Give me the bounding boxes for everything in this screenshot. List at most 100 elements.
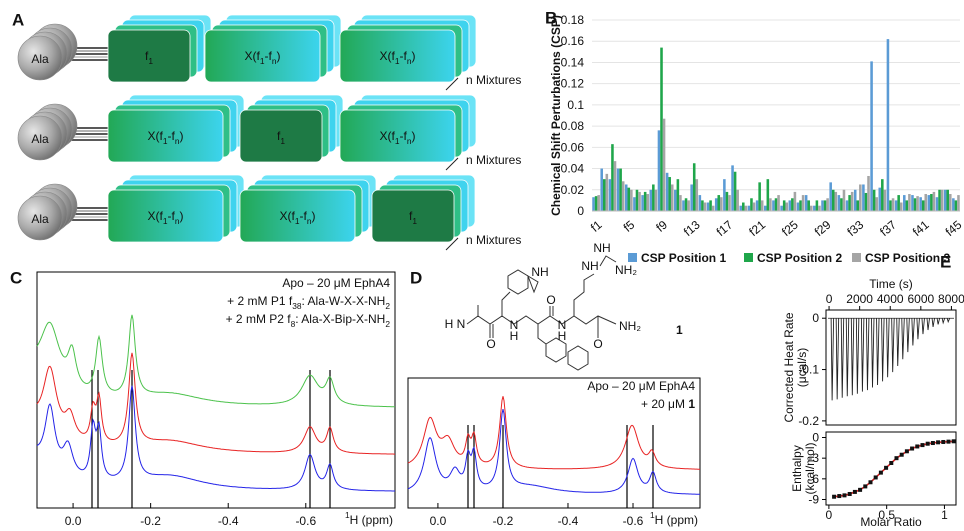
- bar: [793, 191, 797, 211]
- x-tick-label: f29: [812, 217, 834, 239]
- data-point: [915, 444, 920, 449]
- data-point: [941, 439, 946, 444]
- injection-peak: [891, 318, 895, 373]
- card: [339, 29, 456, 83]
- bar: [670, 184, 674, 211]
- bar: [799, 200, 802, 211]
- card: [107, 189, 224, 243]
- text-part: Apo – 20 μM EphA4: [587, 379, 695, 393]
- text-part: n: [407, 136, 412, 146]
- text-part: 1: [163, 216, 168, 226]
- injection-peak: [871, 318, 875, 388]
- diagram-row: Ala X(f1-fn) f1 X(f1-fn)n Mixtures: [17, 94, 521, 171]
- text-part: 8: [291, 319, 296, 329]
- x-tick-label: 8000: [938, 292, 964, 306]
- card: [107, 109, 224, 163]
- data-point: [936, 440, 941, 445]
- x-tick-label: -0.6: [295, 514, 316, 528]
- legend-label: Apo – 20 μM EphA4: [282, 276, 390, 290]
- y-tick-label: 0: [577, 204, 584, 218]
- text-part: -f: [265, 49, 273, 63]
- bar: [638, 191, 641, 211]
- atom-label: H: [510, 329, 519, 343]
- bar: [850, 191, 854, 211]
- data-point: [858, 487, 863, 492]
- bar: [747, 205, 751, 211]
- atom-label: NH: [531, 265, 548, 279]
- spectrum-trace: [36, 314, 395, 408]
- bar: [788, 200, 792, 211]
- x-axis-label: Time (s): [869, 277, 913, 291]
- bar: [608, 179, 612, 211]
- x-tick-label: 0: [826, 292, 833, 306]
- text-part: 1: [260, 56, 265, 66]
- text-part: : Ala-X-Bip-X-NH: [295, 312, 385, 326]
- spectrum-trace: [407, 408, 700, 495]
- bar: [643, 191, 647, 211]
- bar: [840, 198, 843, 211]
- text-part: 1: [280, 136, 285, 146]
- injection-peak: [921, 318, 925, 335]
- bar: [676, 179, 680, 211]
- y-tick-label: -6: [808, 472, 819, 486]
- atom-label: O: [593, 337, 602, 351]
- bar: [952, 198, 955, 211]
- y-tick-label: -3: [808, 451, 819, 465]
- sphere-label: Ala: [31, 212, 49, 226]
- bar: [755, 200, 759, 211]
- bar: [605, 173, 609, 211]
- text-part: ): [180, 209, 184, 223]
- injection-peak: [936, 318, 941, 325]
- data-point: [925, 441, 930, 446]
- text-part: 1: [295, 216, 300, 226]
- injection-peak: [931, 318, 936, 328]
- text-part: + 2 mM P1 f: [227, 294, 293, 308]
- bar: [899, 202, 903, 211]
- text-part: 1: [148, 56, 153, 66]
- text-part: X(f: [147, 129, 163, 143]
- x-tick-label: -0.6: [623, 514, 644, 528]
- data-point: [878, 470, 883, 475]
- text-part: X(f: [379, 49, 395, 63]
- injection-peak: [896, 318, 900, 366]
- x-tick-label: -0.4: [218, 514, 239, 528]
- bar: [897, 195, 900, 211]
- data-point: [894, 456, 899, 461]
- legend-swatch: [852, 253, 861, 262]
- x-tick-label: f9: [653, 217, 670, 234]
- block-label: X(f1-fn): [279, 209, 315, 226]
- mixtures-label: n Mixtures: [466, 233, 521, 247]
- bar: [728, 195, 731, 211]
- bar: [957, 195, 960, 211]
- x-tick-label: f17: [714, 217, 736, 239]
- bar: [938, 189, 941, 211]
- bar: [711, 205, 715, 211]
- bar: [796, 202, 800, 211]
- bar: [594, 196, 598, 211]
- bar: [611, 144, 614, 211]
- bar: [837, 195, 841, 211]
- sphere: [17, 195, 63, 241]
- bar: [733, 171, 737, 211]
- text-part: H (ppm): [655, 513, 698, 527]
- block-label: f1: [145, 49, 153, 66]
- text-part: X(f: [279, 209, 295, 223]
- injection-peak: [855, 318, 860, 394]
- card: [239, 189, 356, 243]
- card: [239, 109, 323, 163]
- mixtures-label: n Mixtures: [466, 73, 521, 87]
- injection-peak: [906, 318, 910, 353]
- bar: [864, 192, 868, 211]
- bar: [891, 198, 895, 211]
- y-tick-label: 0.06: [561, 140, 585, 154]
- text-part: 38: [292, 301, 302, 311]
- bar: [782, 200, 786, 211]
- panel-label: E: [940, 253, 951, 272]
- panel-label: B: [545, 9, 557, 28]
- legend-swatch: [628, 253, 637, 262]
- data-point: [868, 480, 873, 485]
- bar: [774, 198, 778, 211]
- y-axis-label: (μcal/s): [795, 348, 809, 388]
- y-tick-label: 0.02: [561, 183, 585, 197]
- text-part: n: [175, 136, 180, 146]
